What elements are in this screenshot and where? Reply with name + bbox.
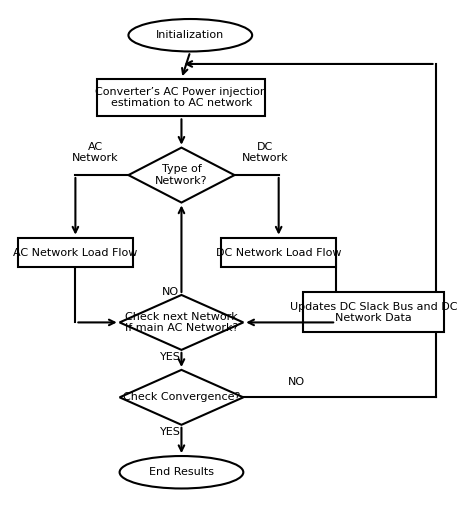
Ellipse shape: [119, 456, 243, 488]
Text: End Results: End Results: [149, 467, 214, 477]
Text: YES: YES: [160, 352, 181, 363]
Text: Check next Network
If main AC Network?: Check next Network If main AC Network?: [125, 312, 238, 333]
Polygon shape: [119, 295, 243, 350]
FancyBboxPatch shape: [221, 237, 336, 268]
Text: Updates DC Slack Bus and DC
Network Data: Updates DC Slack Bus and DC Network Data: [290, 301, 457, 323]
Text: DC
Network: DC Network: [242, 142, 289, 164]
Text: YES: YES: [160, 427, 181, 437]
Text: Type of
Network?: Type of Network?: [155, 164, 208, 186]
FancyBboxPatch shape: [98, 79, 265, 116]
Text: AC
Network: AC Network: [72, 142, 118, 164]
Text: Converter’s AC Power injection
estimation to AC network: Converter’s AC Power injection estimatio…: [95, 87, 267, 109]
Polygon shape: [128, 147, 235, 203]
FancyBboxPatch shape: [303, 292, 445, 332]
Text: Check Convergence?: Check Convergence?: [123, 392, 240, 402]
FancyBboxPatch shape: [18, 237, 133, 268]
Text: NO: NO: [162, 287, 179, 297]
Text: NO: NO: [288, 377, 305, 387]
Polygon shape: [119, 370, 243, 425]
Ellipse shape: [128, 19, 252, 52]
Text: Initialization: Initialization: [156, 30, 224, 40]
Text: DC Network Load Flow: DC Network Load Flow: [216, 247, 341, 258]
Text: AC Network Load Flow: AC Network Load Flow: [13, 247, 137, 258]
